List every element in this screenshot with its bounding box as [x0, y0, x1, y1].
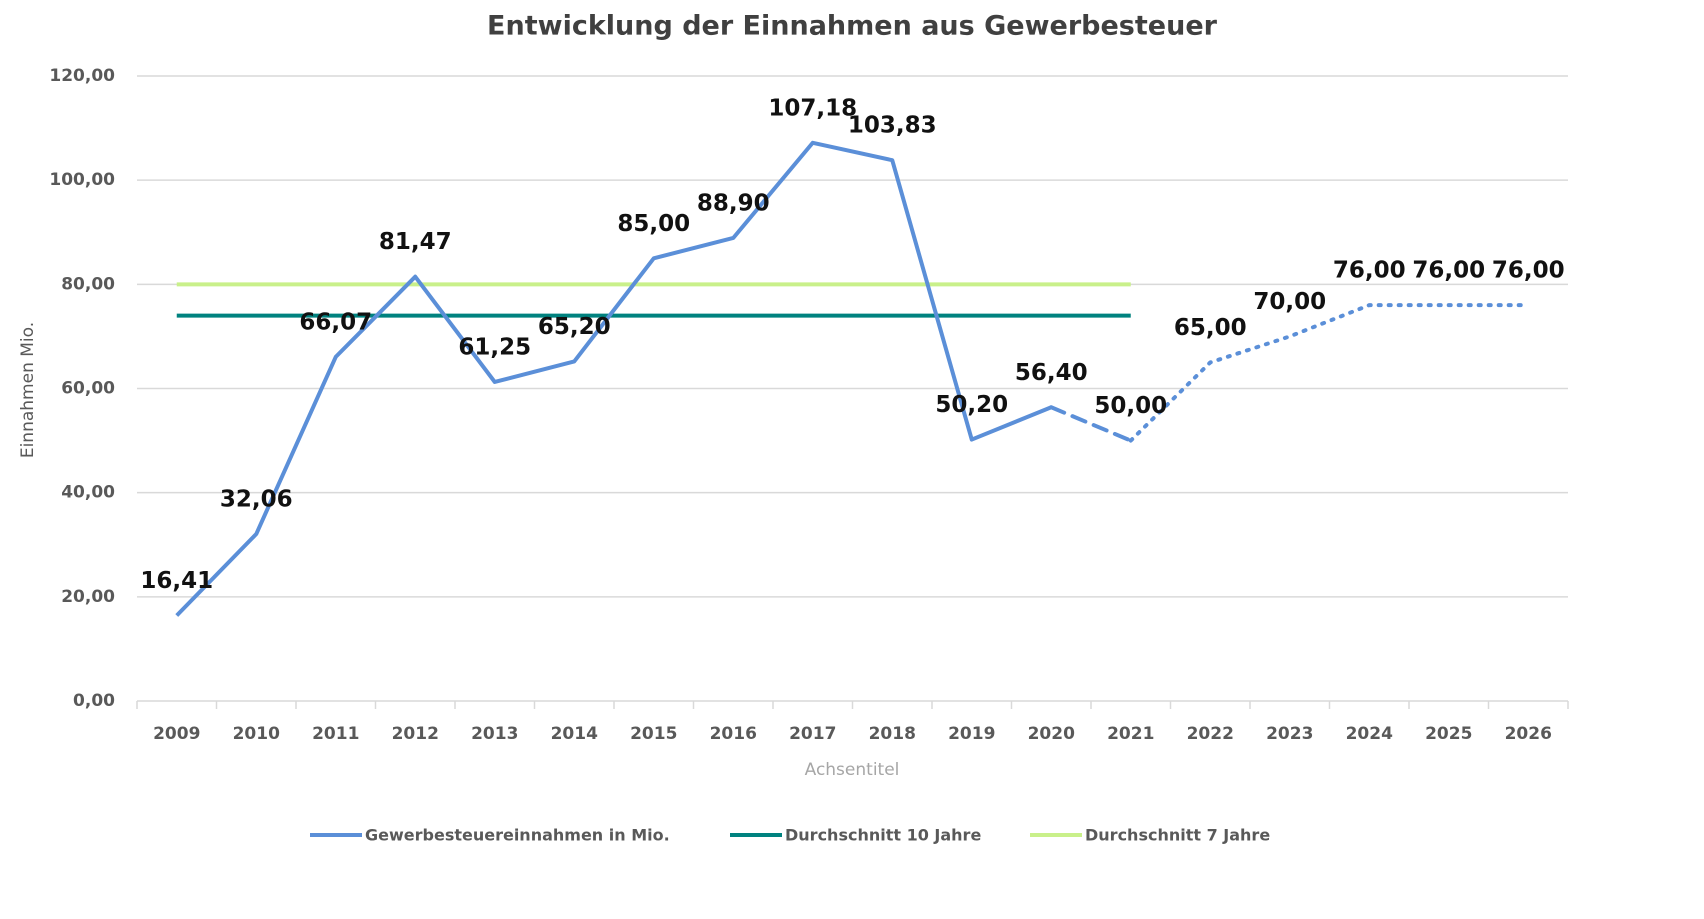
- x-tick-label: 2011: [312, 724, 359, 744]
- legend-label: Durchschnitt 10 Jahre: [785, 826, 981, 845]
- data-label: 76,00: [1333, 258, 1406, 284]
- data-label: 50,20: [935, 392, 1008, 418]
- x-tick-label: 2016: [710, 724, 757, 744]
- data-label: 81,47: [379, 229, 452, 255]
- x-tick-label: 2009: [153, 724, 200, 744]
- x-tick-label: 2018: [869, 724, 916, 744]
- data-label: 50,00: [1094, 393, 1167, 419]
- x-tick-label: 2026: [1505, 724, 1552, 744]
- data-label: 65,00: [1174, 315, 1247, 341]
- data-label: 32,06: [220, 487, 293, 513]
- data-line: [175, 140, 1053, 617]
- data-label: 76,00: [1492, 258, 1565, 284]
- x-tick-label: 2023: [1266, 724, 1313, 744]
- legend-label: Gewerbesteuereinnahmen in Mio.: [365, 826, 670, 845]
- x-tick-label: 2025: [1425, 724, 1472, 744]
- x-tick-label: 2017: [789, 724, 836, 744]
- data-label: 56,40: [1015, 360, 1088, 386]
- data-label: 61,25: [458, 334, 531, 360]
- x-tick-label: 2015: [630, 724, 677, 744]
- y-tick-label: 120,00: [49, 66, 115, 86]
- chart-title: Entwicklung der Einnahmen aus Gewerbeste…: [487, 11, 1218, 42]
- x-axis-title: Achsentitel: [805, 760, 900, 780]
- y-tick-label: 0,00: [73, 691, 115, 711]
- y-tick-label: 80,00: [61, 274, 115, 294]
- x-tick-label: 2021: [1107, 724, 1154, 744]
- data-label: 70,00: [1253, 289, 1326, 315]
- data-label: 76,00: [1412, 258, 1485, 284]
- data-label: 85,00: [617, 211, 690, 237]
- x-tick-label: 2013: [471, 724, 518, 744]
- x-tick-label: 2020: [1028, 724, 1075, 744]
- data-line: [1128, 303, 1531, 443]
- data-label: 88,90: [697, 190, 770, 216]
- x-tick-label: 2012: [392, 724, 439, 744]
- x-tick-label: 2019: [948, 724, 995, 744]
- data-label: 16,41: [140, 568, 213, 594]
- y-tick-label: 100,00: [49, 170, 115, 190]
- x-tick-label: 2022: [1187, 724, 1234, 744]
- data-label: 103,83: [848, 113, 937, 139]
- y-tick-label: 60,00: [61, 379, 115, 399]
- y-axis-title: Einnahmen Mio.: [18, 322, 38, 458]
- x-tick-label: 2010: [233, 724, 280, 744]
- x-tick-label: 2014: [551, 724, 598, 744]
- data-label: 66,07: [299, 309, 372, 335]
- data-line: [1049, 405, 1133, 443]
- y-tick-label: 40,00: [61, 483, 115, 503]
- data-label: 107,18: [768, 95, 857, 121]
- data-label: 65,20: [538, 314, 611, 340]
- y-tick-label: 20,00: [61, 587, 115, 607]
- legend-label: Durchschnitt 7 Jahre: [1085, 826, 1270, 845]
- x-tick-label: 2024: [1346, 724, 1393, 744]
